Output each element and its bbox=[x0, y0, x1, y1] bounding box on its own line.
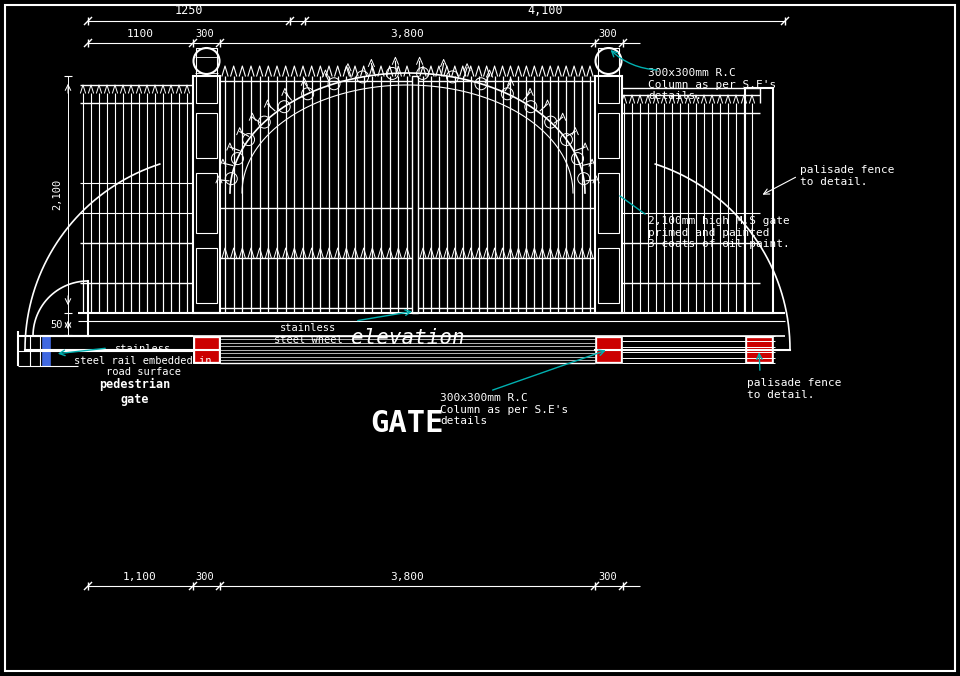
Bar bbox=[598, 113, 619, 158]
Bar bbox=[195, 338, 218, 361]
Text: 300x300mm R.C
Column as per S.E's
details.: 300x300mm R.C Column as per S.E's detail… bbox=[648, 68, 777, 101]
Text: 50: 50 bbox=[51, 320, 63, 330]
Bar bbox=[598, 48, 619, 103]
Text: 3,800: 3,800 bbox=[390, 572, 424, 582]
Bar bbox=[196, 48, 217, 103]
Bar bbox=[595, 76, 622, 313]
Bar bbox=[745, 336, 773, 363]
Text: stainless
steel rail embedded in
road surface: stainless steel rail embedded in road su… bbox=[74, 344, 212, 377]
Bar bbox=[595, 336, 622, 363]
Text: 3,800: 3,800 bbox=[390, 29, 424, 39]
Text: stainless
steel wheel: stainless steel wheel bbox=[274, 323, 343, 345]
Bar bbox=[745, 88, 773, 313]
Bar bbox=[42, 336, 50, 366]
Bar bbox=[597, 338, 620, 361]
Text: GATE: GATE bbox=[371, 408, 444, 437]
Text: 1100: 1100 bbox=[127, 29, 154, 39]
Bar bbox=[412, 76, 418, 313]
Bar bbox=[598, 173, 619, 233]
Text: elevation: elevation bbox=[351, 328, 465, 348]
Text: 2,100mm high M.S gate
primed and painted
3 coats of oil paint.: 2,100mm high M.S gate primed and painted… bbox=[648, 216, 790, 249]
Bar bbox=[193, 336, 220, 363]
Text: 300x300mm R.C
Column as per S.E's
details: 300x300mm R.C Column as per S.E's detail… bbox=[440, 393, 568, 426]
Bar bbox=[196, 173, 217, 233]
Bar bbox=[193, 76, 220, 313]
Bar bbox=[196, 248, 217, 303]
Bar bbox=[195, 338, 218, 361]
Bar bbox=[598, 248, 619, 303]
Bar bbox=[193, 336, 220, 363]
Text: 1,100: 1,100 bbox=[123, 572, 156, 582]
Bar bbox=[747, 338, 771, 361]
Text: 2,100: 2,100 bbox=[52, 179, 62, 210]
Text: pedestrian
gate: pedestrian gate bbox=[100, 378, 171, 406]
Text: 300: 300 bbox=[599, 29, 617, 39]
Text: palisade fence
to detail.: palisade fence to detail. bbox=[747, 378, 842, 400]
Text: 300: 300 bbox=[599, 572, 617, 582]
Text: 300: 300 bbox=[196, 572, 214, 582]
Text: palisade fence
to detail.: palisade fence to detail. bbox=[800, 165, 895, 187]
Text: 1250: 1250 bbox=[175, 4, 204, 17]
Text: 4,100: 4,100 bbox=[527, 4, 563, 17]
Text: 300: 300 bbox=[196, 29, 214, 39]
Bar bbox=[196, 113, 217, 158]
